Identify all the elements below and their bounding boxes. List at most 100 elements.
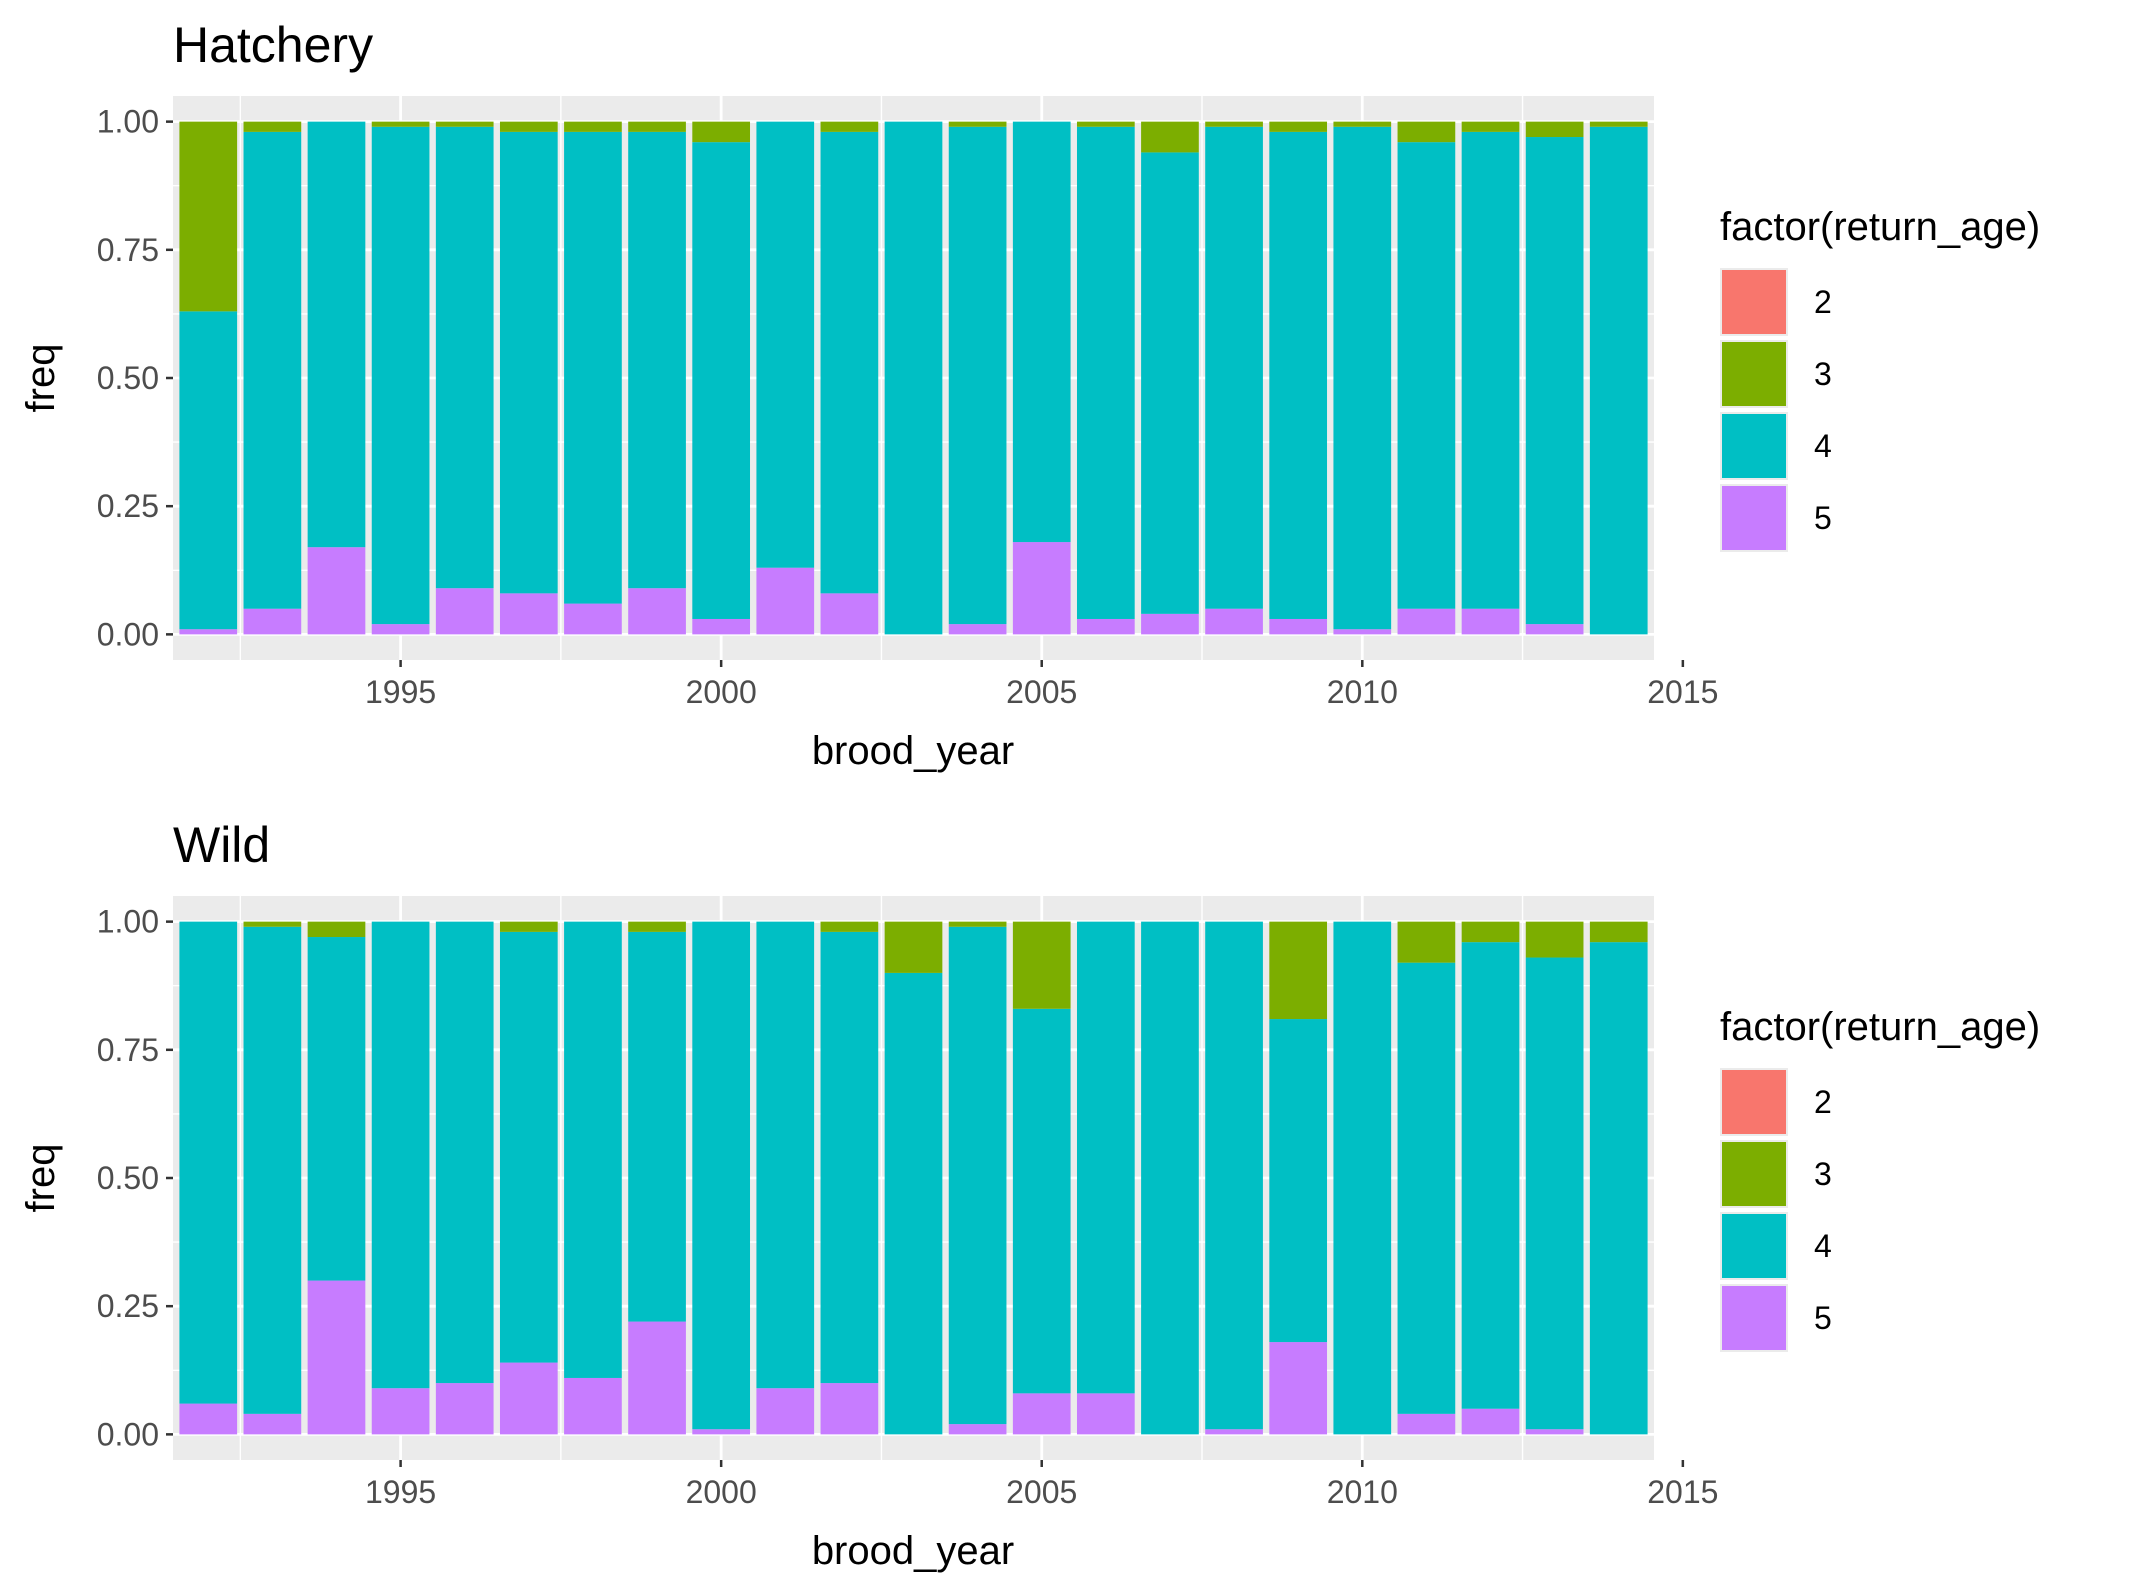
x-tick-label: 2005 bbox=[1006, 1474, 1077, 1510]
y-tick-label: 0.75 bbox=[97, 1032, 159, 1068]
bar-segment-age-3-2012 bbox=[1461, 121, 1520, 132]
bar-segment-age-5-1994 bbox=[307, 1280, 366, 1435]
legend-keys: 2 3 4 5 bbox=[1720, 1068, 1832, 1352]
legend-swatch-2 bbox=[1722, 270, 1786, 334]
bar-segment-age-5-2004 bbox=[948, 1424, 1007, 1435]
bar-segment-age-4-2005 bbox=[1012, 121, 1071, 543]
chart-title: Wild bbox=[173, 817, 270, 873]
y-axis-title: freq bbox=[19, 1144, 63, 1213]
bar-segment-age-4-2014 bbox=[1589, 942, 1648, 1435]
bar-segment-age-3-1999 bbox=[628, 121, 686, 132]
legend-swatch-4 bbox=[1722, 1214, 1786, 1278]
bar-segment-age-3-2006 bbox=[1076, 121, 1135, 127]
legend: factor(return_age) 2 3 4 5 bbox=[1720, 1005, 2040, 1352]
y-tick-label: 0.00 bbox=[97, 1416, 159, 1452]
legend-keys: 2 3 4 5 bbox=[1720, 268, 1832, 552]
bar-segment-age-4-2001 bbox=[756, 121, 815, 568]
legend-swatch-5 bbox=[1722, 1286, 1786, 1350]
bar-segment-age-5-1999 bbox=[628, 588, 686, 635]
bar-segment-age-5-1996 bbox=[435, 588, 494, 635]
bar-segment-age-4-2012 bbox=[1461, 131, 1520, 609]
bar-segment-age-4-2000 bbox=[692, 142, 751, 619]
bar-segment-age-3-2005 bbox=[1012, 921, 1071, 1009]
bar-segment-age-3-1999 bbox=[628, 921, 686, 932]
bar-segment-age-5-2010 bbox=[1333, 629, 1392, 635]
bar-segment-age-5-2013 bbox=[1525, 624, 1584, 635]
x-tick-label: 2015 bbox=[1647, 1474, 1718, 1510]
legend-label: 5 bbox=[1814, 500, 1832, 536]
bar-segment-age-5-2000 bbox=[692, 1429, 751, 1435]
bar-segment-age-3-2002 bbox=[820, 921, 879, 932]
x-axis-title: brood_year bbox=[812, 729, 1014, 773]
x-tick-label: 1995 bbox=[365, 1474, 436, 1510]
bar-segment-age-5-2006 bbox=[1076, 618, 1135, 635]
legend-title: factor(return_age) bbox=[1720, 1005, 2040, 1049]
bar-segment-age-4-1996 bbox=[435, 126, 494, 589]
bar-segment-age-5-2009 bbox=[1269, 618, 1328, 635]
bar-segment-age-3-2013 bbox=[1525, 921, 1584, 958]
bar-segment-age-4-1998 bbox=[564, 131, 622, 604]
bar-segment-age-5-2013 bbox=[1525, 1429, 1584, 1435]
bar-segment-age-5-2009 bbox=[1269, 1342, 1328, 1435]
bar-segment-age-5-2008 bbox=[1205, 1429, 1263, 1435]
bar-segment-age-4-2007 bbox=[1141, 921, 1199, 1435]
bar-segment-age-5-1992 bbox=[179, 629, 238, 635]
bar-segment-age-3-1993 bbox=[243, 121, 302, 132]
bar-segment-age-4-1992 bbox=[179, 921, 238, 1404]
hatchery-chart: Hatchery 0.000.250.500.751.00 1995 2000 20… bbox=[19, 17, 2040, 773]
bar-segment-age-3-2003 bbox=[884, 921, 943, 973]
y-axis-ticks: 0.00 0.25 0.50 0.75 1.00 bbox=[97, 104, 173, 652]
bar-segment-age-4-2002 bbox=[820, 931, 879, 1384]
y-tick-label: 0.50 bbox=[97, 1160, 159, 1196]
bar-segment-age-3-2009 bbox=[1269, 121, 1328, 132]
bar-segment-age-5-1998 bbox=[564, 1377, 622, 1435]
bar-segment-age-5-2008 bbox=[1205, 608, 1263, 635]
bar-segment-age-4-1999 bbox=[628, 931, 686, 1322]
bar-segment-age-3-2004 bbox=[948, 921, 1007, 927]
bar-segment-age-4-2012 bbox=[1461, 942, 1520, 1409]
bar-segment-age-3-1992 bbox=[179, 121, 238, 312]
bar-segment-age-4-1994 bbox=[307, 121, 366, 548]
bar-segment-age-3-1995 bbox=[371, 121, 430, 127]
legend-label: 4 bbox=[1814, 1228, 1832, 1264]
bar-segment-age-4-2001 bbox=[756, 921, 815, 1389]
bar-segment-age-4-2011 bbox=[1397, 142, 1456, 609]
x-tick-label: 2000 bbox=[686, 1474, 757, 1510]
bar-segment-age-4-2014 bbox=[1589, 126, 1648, 635]
wild-chart: Wild 0.000.250.500.751.00 1995 2000 2005 20… bbox=[19, 817, 2040, 1573]
x-tick-label: 2000 bbox=[686, 674, 757, 710]
bar-segment-age-4-2003 bbox=[884, 121, 943, 635]
legend-label: 4 bbox=[1814, 428, 1832, 464]
bar-segment-age-5-1995 bbox=[371, 624, 430, 635]
x-axis-title: brood_year bbox=[812, 1529, 1014, 1573]
bar-segment-age-4-2003 bbox=[884, 972, 943, 1435]
x-axis-ticks: 1995 2000 2005 2010 2015 bbox=[365, 1460, 1718, 1510]
bar-segment-age-4-2005 bbox=[1012, 1008, 1071, 1394]
x-tick-label: 2010 bbox=[1327, 674, 1398, 710]
bar-segment-age-3-1998 bbox=[564, 121, 622, 132]
bar-segment-age-4-2010 bbox=[1333, 921, 1392, 1435]
bar-segment-age-5-2001 bbox=[756, 567, 815, 635]
y-tick-label: 0.25 bbox=[97, 488, 159, 524]
y-axis-ticks: 0.00 0.25 0.50 0.75 1.00 bbox=[97, 904, 173, 1452]
bar-segment-age-4-2009 bbox=[1269, 1019, 1328, 1343]
bar-segment-age-3-2002 bbox=[820, 121, 879, 132]
bar-segment-age-4-1994 bbox=[307, 937, 366, 1281]
bar-segment-age-5-1993 bbox=[243, 608, 302, 635]
bar-segment-age-4-1995 bbox=[371, 126, 430, 625]
legend-swatch-4 bbox=[1722, 414, 1786, 478]
bar-segment-age-5-1997 bbox=[499, 1362, 558, 1435]
bar-segment-age-4-2011 bbox=[1397, 962, 1456, 1414]
bar-segment-age-3-1994 bbox=[307, 921, 366, 938]
legend-swatch-5 bbox=[1722, 486, 1786, 550]
legend-label: 2 bbox=[1814, 284, 1832, 320]
bar-segment-age-5-1993 bbox=[243, 1413, 302, 1435]
bar-segment-age-3-2011 bbox=[1397, 121, 1456, 143]
bar-segment-age-5-2000 bbox=[692, 618, 751, 635]
bar-segment-age-3-2013 bbox=[1525, 121, 1584, 138]
bar-segment-age-4-2000 bbox=[692, 921, 751, 1430]
bar-segment-age-3-2004 bbox=[948, 121, 1007, 127]
bar-segment-age-5-1999 bbox=[628, 1321, 686, 1435]
bar-segment-age-5-1992 bbox=[179, 1403, 238, 1435]
